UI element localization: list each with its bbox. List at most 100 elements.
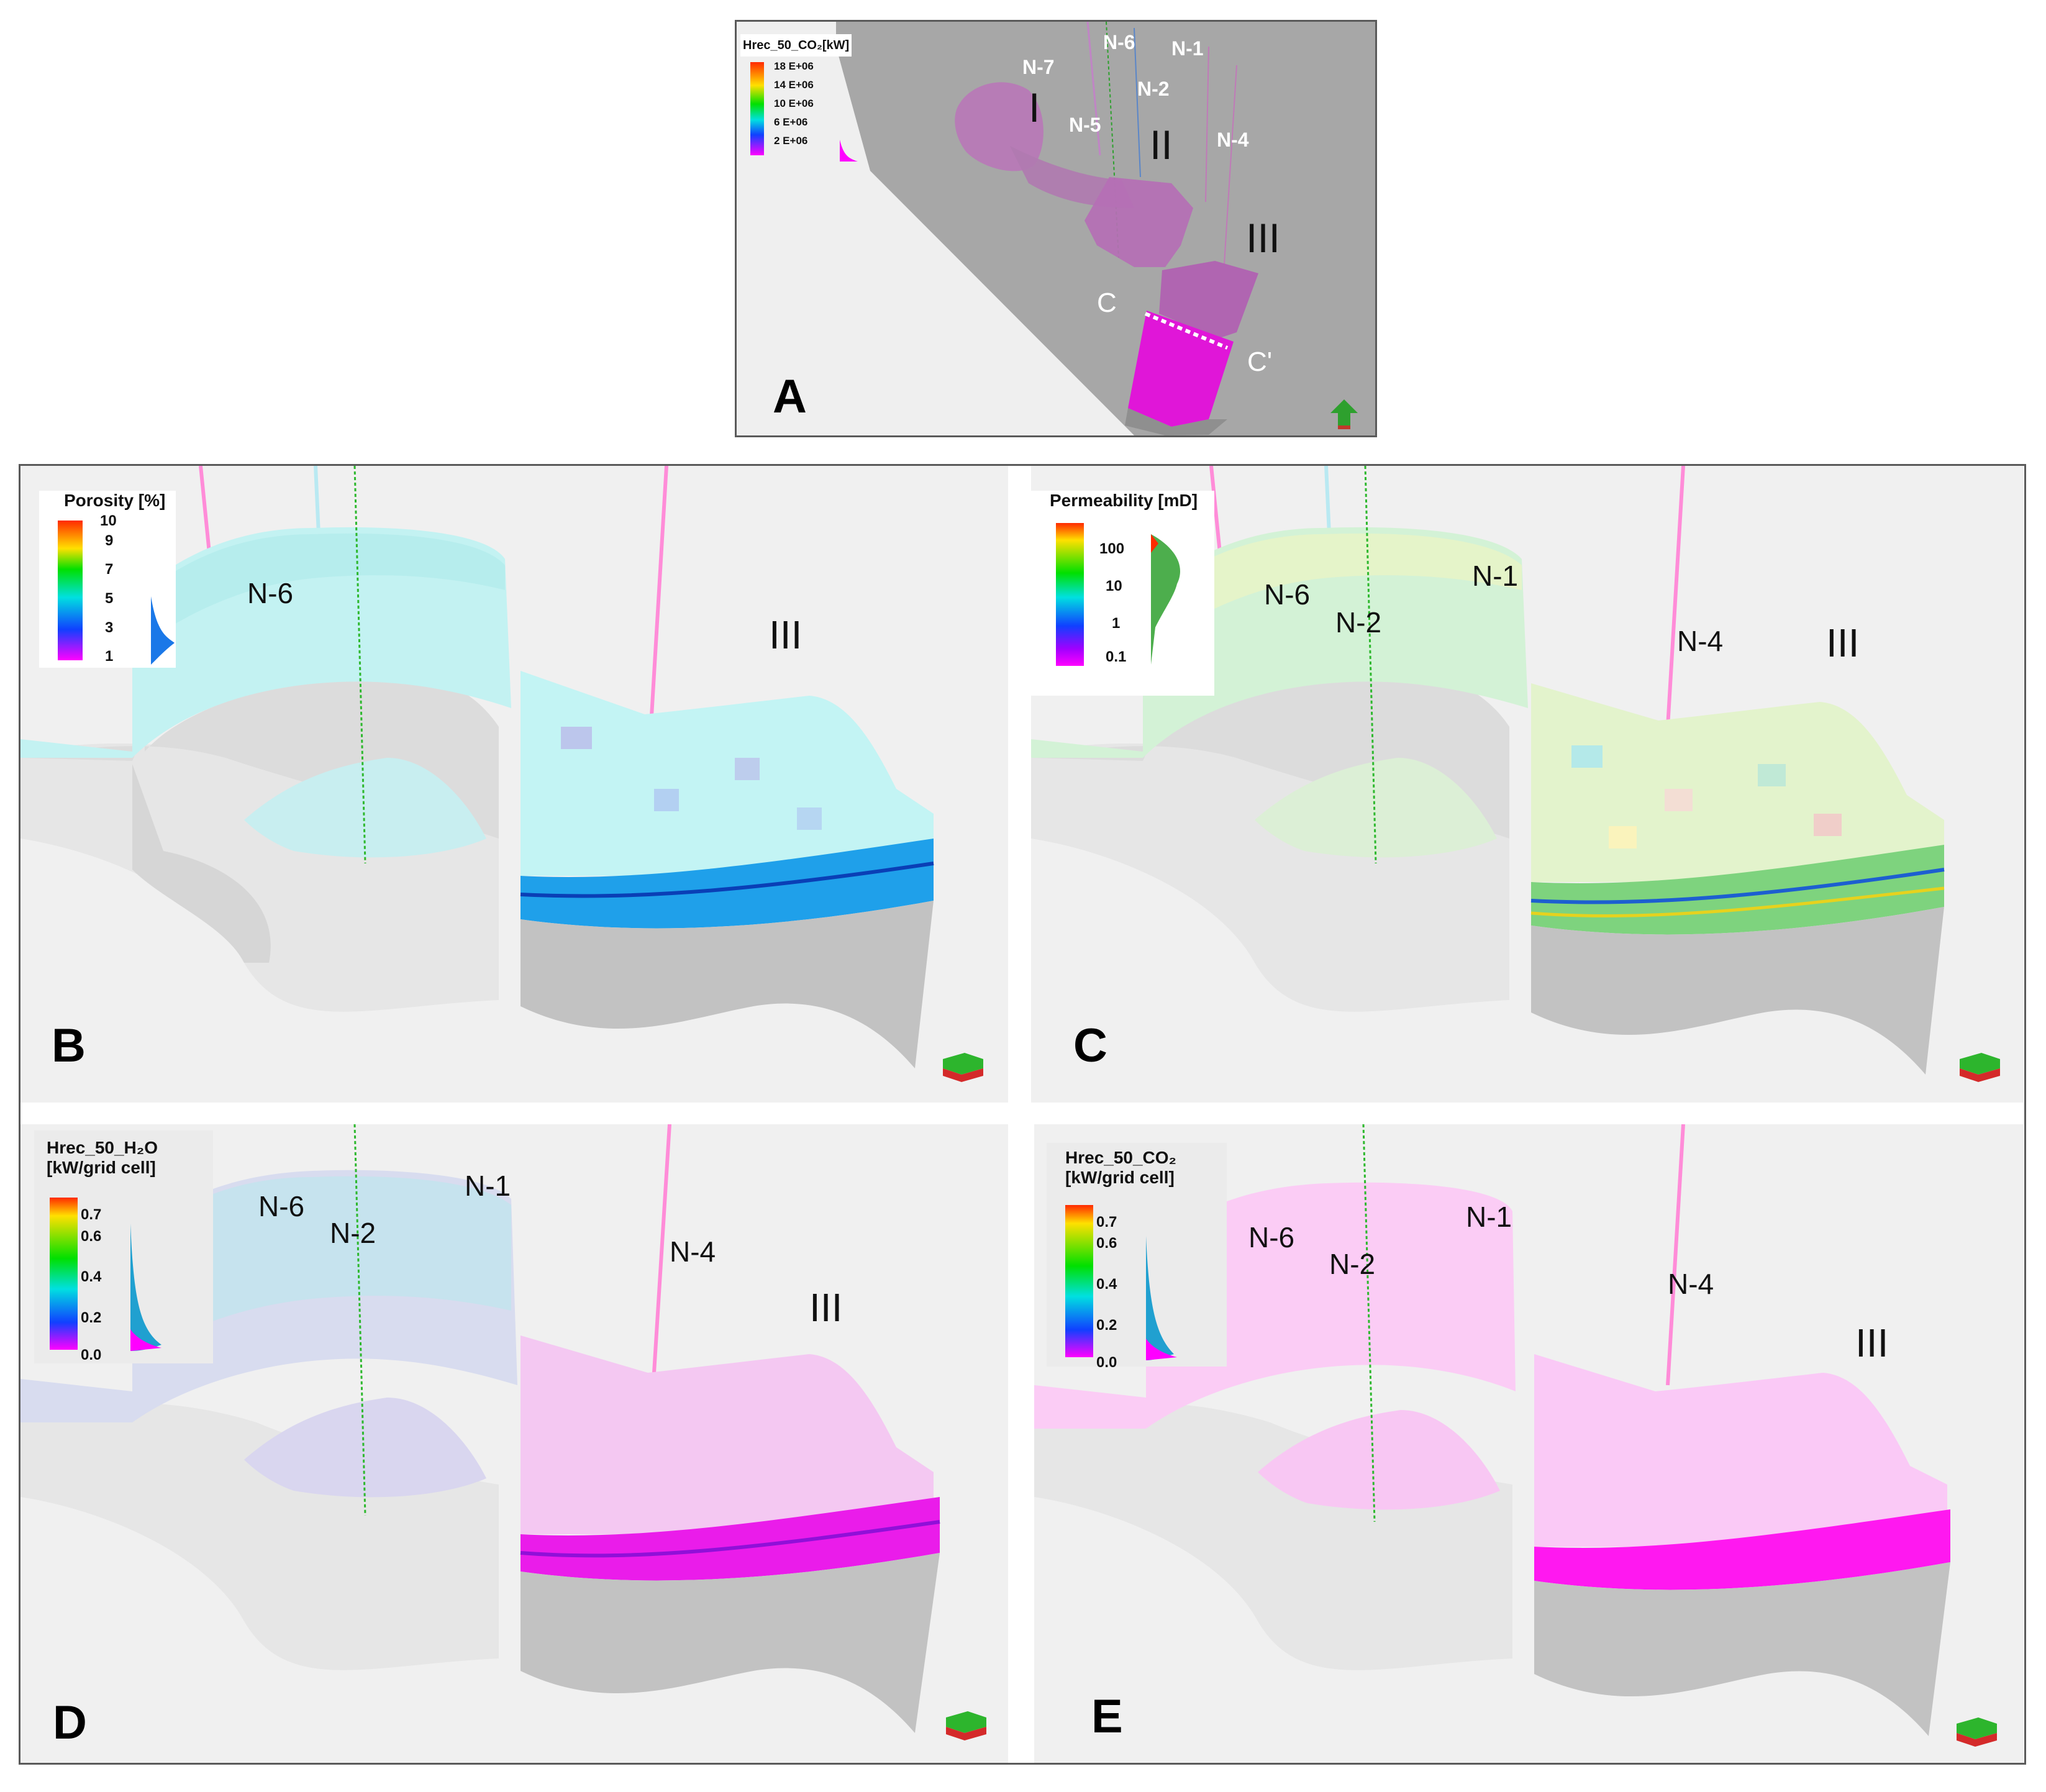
legend-tick: 100 — [1099, 540, 1125, 557]
zone-label: III — [809, 1285, 843, 1330]
legend-tick: 0.2 — [81, 1309, 102, 1326]
well-label: N-6 — [258, 1190, 305, 1222]
legend-tick: 10 — [100, 512, 117, 529]
zone-iii-basement — [521, 901, 934, 1068]
well-label: N-6 — [1248, 1221, 1295, 1253]
grid-cell — [1571, 745, 1603, 768]
colorbar — [750, 62, 764, 155]
well-trace — [1224, 65, 1237, 265]
section-label: C' — [1247, 347, 1273, 377]
panel-letter: D — [53, 1696, 87, 1749]
upper-reservoir-layers — [1031, 527, 1528, 758]
well-trace — [314, 466, 321, 535]
lower-reservoir-layers — [1255, 758, 1497, 858]
well-label: N-4 — [1668, 1268, 1714, 1300]
legend-hrec-co2-kw: Hrec_50_CO₂[kW] 18 E+06 14 E+06 10 E+06 … — [737, 34, 867, 183]
panel-letter: B — [52, 1019, 86, 1072]
zone-i-body — [955, 82, 1043, 171]
legend-title: [kW/grid cell] — [47, 1158, 156, 1177]
lower-reservoir-layers — [244, 1398, 486, 1498]
well-trace — [199, 466, 212, 560]
legend-title: [kW/grid cell] — [1065, 1168, 1175, 1187]
panel-letter: E — [1091, 1690, 1123, 1743]
well-trace — [1362, 1124, 1376, 1522]
grid-block-icon — [1960, 1053, 2000, 1082]
zone-iii-layers — [1531, 845, 1944, 935]
legend-tick: 1 — [105, 648, 114, 665]
zone-iii-base — [1125, 408, 1227, 435]
panel-e-view: Hrec_50_CO₂ [kW/grid cell] 0.7 0.6 0.4 0… — [1034, 1124, 2024, 1763]
legend-tick: 0.0 — [81, 1347, 102, 1363]
legend-title: Hrec_50_H₂O — [47, 1138, 158, 1157]
colorbar — [1056, 523, 1084, 666]
panel-d-scene — [20, 1124, 986, 1740]
well-label: N-2 — [1137, 78, 1170, 100]
lower-reservoir-layers — [244, 758, 486, 858]
legend-histogram — [151, 596, 175, 665]
panel-a-frame — [735, 20, 1377, 437]
well-label: N-2 — [1329, 1248, 1376, 1280]
legend-permeability: Permeability [mD] 100 10 1 0.1 — [1031, 491, 1214, 696]
grid-cell — [654, 789, 679, 811]
well-trace — [1209, 466, 1222, 560]
legend-tick: 10 — [1106, 578, 1122, 594]
upper-reservoir-layers — [132, 1176, 511, 1360]
legend-tick: 0.4 — [81, 1268, 102, 1285]
legend-title: Hrec_50_CO₂ — [1065, 1148, 1176, 1167]
legend-histogram — [1151, 534, 1181, 665]
well-label: N-1 — [1171, 37, 1204, 60]
zone-iii-body — [1159, 261, 1258, 339]
well-label: N-6 — [1103, 31, 1135, 53]
legend-tick: 2 E+06 — [774, 135, 808, 147]
well-label: N-6 — [247, 577, 294, 609]
lower-reservoir-layers — [1258, 1410, 1500, 1510]
well-trace — [353, 1124, 366, 1516]
legend-tick: 0.4 — [1096, 1276, 1117, 1293]
zone-iii-surface — [1534, 1354, 1947, 1547]
panel-b-scene — [20, 466, 983, 1082]
section-line-c-c — [1144, 312, 1229, 350]
well-trace — [1666, 1124, 1685, 1386]
zone-iii-surface — [1531, 683, 1944, 882]
zone-iii-layers — [1530, 868, 1945, 904]
grid-block-icon — [1957, 1717, 1997, 1747]
zone-iii-layers — [520, 862, 934, 898]
legend-hrec-h2o: Hrec_50_H₂O [kW/grid cell] 0.7 0.6 0.4 0… — [34, 1130, 213, 1363]
legend-tick: 1 — [1112, 615, 1121, 632]
grid-block-icon — [946, 1711, 986, 1740]
zone-iii-surface — [521, 1335, 934, 1534]
grid-cell — [1758, 764, 1786, 786]
well-label: N-1 — [465, 1170, 511, 1202]
zone-iii-basement — [521, 1553, 940, 1733]
grid-cell — [1665, 789, 1693, 811]
legend-tick: 0.7 — [81, 1206, 102, 1223]
legend-tick: 10 E+06 — [774, 98, 814, 109]
well-label: N-2 — [330, 1217, 376, 1249]
panel-c-view: Permeability [mD] 100 10 1 0.1 N-6 N-2 N… — [1031, 466, 2024, 1103]
legend-tick: 3 — [105, 619, 114, 636]
legend-histogram — [1146, 1236, 1177, 1360]
well-label: N-4 — [670, 1235, 716, 1268]
legend-title: Hrec_50_CO₂[kW] — [740, 34, 852, 57]
well-label: N-2 — [1335, 606, 1382, 639]
zone-iii-layers — [1530, 886, 1945, 917]
colorbar — [50, 1198, 78, 1350]
legend-tick: 0.6 — [1096, 1235, 1117, 1252]
panel-letter: C — [1073, 1019, 1107, 1072]
zone-iii-layers — [521, 1497, 940, 1581]
section-label: C — [1097, 288, 1117, 318]
zone-label: III — [1826, 621, 1860, 665]
legend-tick: 0.6 — [81, 1228, 102, 1245]
panels-b-e-frame — [19, 464, 2026, 1765]
legend-tick: 0.2 — [1096, 1317, 1117, 1334]
legend-hrec-co2: Hrec_50_CO₂ [kW/grid cell] 0.7 0.6 0.4 0… — [1047, 1143, 1227, 1371]
legend-tick: 7 — [105, 561, 114, 578]
well-trace — [1134, 27, 1141, 178]
zone-label: III — [1855, 1321, 1889, 1365]
well-label: N-6 — [1264, 578, 1311, 611]
legend-tick: 6 E+06 — [774, 116, 808, 128]
zone-label: III — [769, 612, 802, 657]
panel-c-scene — [1031, 466, 2000, 1082]
zone-iii-section — [1128, 311, 1234, 427]
well-trace — [1324, 466, 1331, 535]
